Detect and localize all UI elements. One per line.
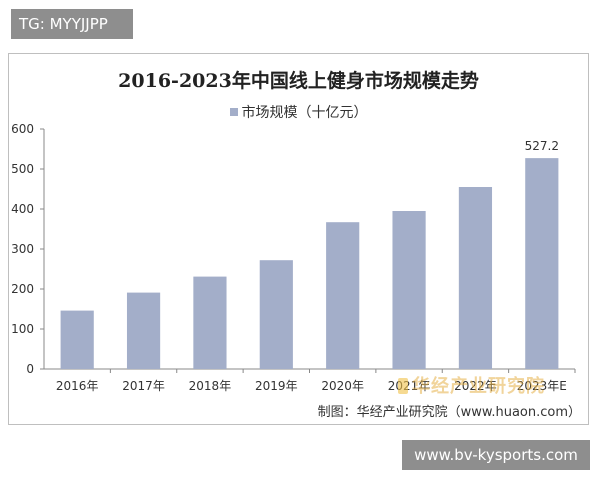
- x-tick-label: 2022年: [454, 379, 497, 393]
- site-badge: www.bv-kysports.com: [402, 440, 590, 470]
- y-tick-label: 600: [11, 122, 34, 136]
- y-tick-label: 200: [11, 282, 34, 296]
- chart-frame: 2016-2023年中国线上健身市场规模走势 市场规模（十亿元）: [8, 53, 589, 425]
- y-tick-label: 300: [11, 242, 34, 256]
- y-tick-label: 100: [11, 322, 34, 336]
- y-tick-label: 500: [11, 162, 34, 176]
- bar-1: [126, 292, 161, 369]
- bar-5: [392, 211, 426, 369]
- bar-0: [60, 310, 94, 369]
- x-tick-label: 2023年E: [517, 379, 567, 393]
- source-note: 制图：华经产业研究院（www.huaon.com）: [317, 405, 581, 420]
- x-tick-label: 2019年: [255, 379, 298, 393]
- chart-legend: 市场规模（十亿元）: [9, 102, 588, 122]
- x-tick-label: 2017年: [122, 379, 165, 393]
- y-tick-label: 0: [26, 362, 34, 376]
- x-tick-label: 2016年: [56, 379, 99, 393]
- tag-badge: TG: MYYJJPP: [11, 9, 133, 39]
- legend-swatch: [229, 108, 238, 116]
- bar-3: [259, 260, 293, 369]
- x-tick-label: 2020年: [321, 379, 364, 393]
- bar-6: [458, 187, 493, 369]
- bar-7: [525, 158, 559, 369]
- chart-title: 2016-2023年中国线上健身市场规模走势: [118, 70, 479, 92]
- bar-4: [326, 222, 360, 369]
- data-label: 527.2: [525, 139, 559, 153]
- watermark-text: 华经产业研究院: [412, 376, 545, 397]
- y-tick-label: 400: [11, 202, 34, 216]
- x-tick-label: 2018年: [189, 379, 232, 393]
- legend-label: 市场规模（十亿元）: [241, 105, 368, 121]
- bar-2: [193, 276, 227, 369]
- watermark-logo-icon: [398, 378, 408, 394]
